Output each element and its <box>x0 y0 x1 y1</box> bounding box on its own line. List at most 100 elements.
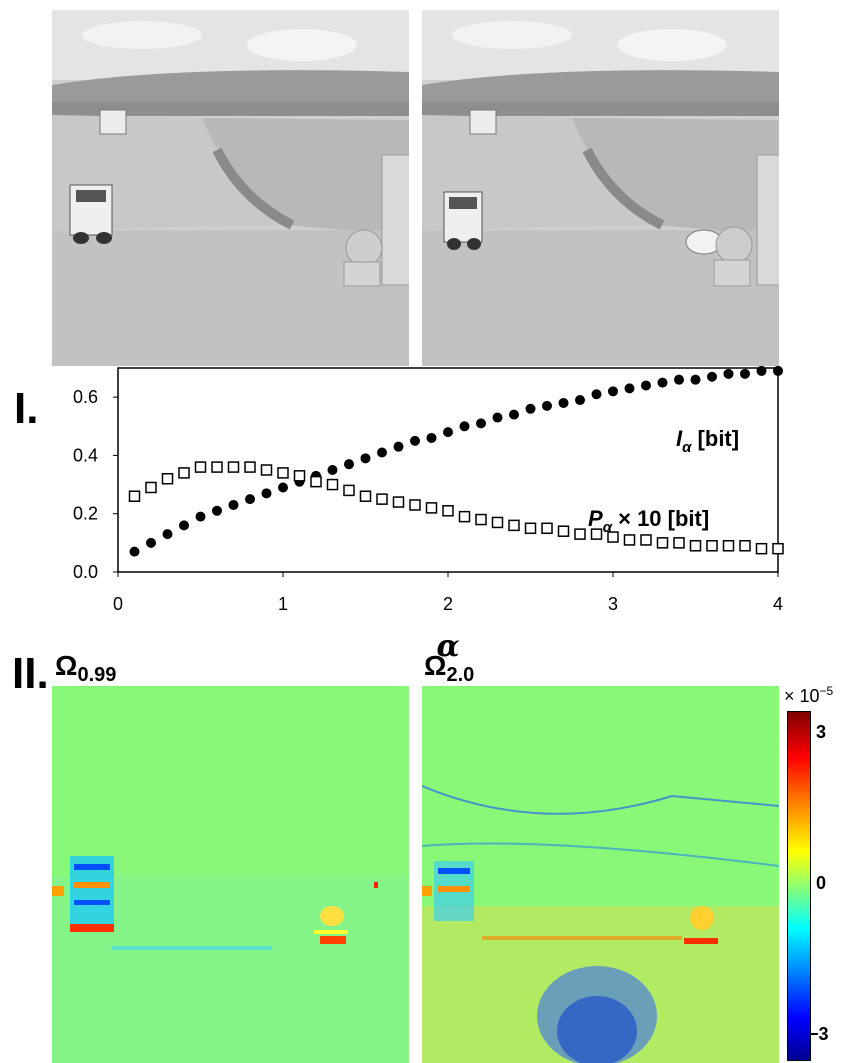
heatmap-omega-2-0 <box>422 686 779 1063</box>
p-alpha-point <box>458 510 471 523</box>
p-alpha-point <box>656 537 669 549</box>
p-alpha-point <box>755 542 768 555</box>
colorbar-tick-zero: 0 <box>816 873 827 893</box>
i-alpha-point <box>492 412 503 423</box>
p-alpha-point <box>343 484 355 497</box>
p-alpha-point <box>607 531 619 543</box>
i-alpha-point <box>756 365 767 376</box>
p-alpha-point <box>376 493 388 505</box>
colorbar <box>787 711 811 1061</box>
i-alpha-point <box>591 389 602 400</box>
i-alpha-point <box>344 459 354 470</box>
x-tick-label: 0 <box>113 594 123 614</box>
i-alpha-point <box>608 386 618 397</box>
p-alpha-point <box>640 534 652 546</box>
colorbar-tick-low: −3 <box>808 1024 829 1044</box>
i-alpha-point <box>377 447 387 458</box>
i-alpha-point <box>426 432 437 443</box>
p-alpha-point <box>623 534 636 546</box>
p-alpha-point <box>293 470 306 482</box>
i-alpha-point <box>129 546 140 557</box>
series-label-i-rest: [bit] <box>691 426 739 451</box>
p-alpha-point <box>772 542 784 555</box>
i-alpha-point <box>393 441 404 452</box>
colorbar-multiplier-text: × 10 <box>784 686 820 706</box>
series-label-i-main: I <box>676 426 683 451</box>
i-alpha-point <box>624 383 635 394</box>
i-alpha-point <box>360 453 371 464</box>
i-alpha-point <box>212 505 222 516</box>
heatmap-title-left: Ω0.99 <box>55 650 116 687</box>
colorbar-multiplier: × 10−5 <box>784 684 833 707</box>
i-alpha-point <box>476 418 486 429</box>
i-alpha-point <box>575 395 585 406</box>
colorbar-multiplier-exp: −5 <box>819 684 834 698</box>
i-alpha-point <box>690 374 701 385</box>
heatmap-title-right-main: Ω <box>424 650 447 681</box>
i-alpha-point <box>723 368 734 379</box>
y-axis-ticks: 0.0 0.2 0.4 0.6 <box>73 387 118 582</box>
y-tick-label: 0.2 <box>73 504 98 524</box>
p-alpha-point <box>392 496 405 508</box>
p-alpha-point <box>491 516 504 529</box>
i-alpha-point <box>674 374 684 385</box>
p-alpha-point <box>409 499 421 511</box>
heatmap-title-right-sub: 2.0 <box>446 664 475 686</box>
i-alpha-point <box>146 537 156 548</box>
p-alpha-point <box>541 522 553 535</box>
p-alpha-point <box>574 528 586 540</box>
y-tick-label: 0.4 <box>73 445 98 465</box>
photo-scene-left-image <box>52 10 409 366</box>
series-label-p-alpha: Pα × 10 [bit] <box>588 506 709 536</box>
heatmap-right-image <box>422 686 779 1063</box>
series-label-i-alpha: Iα [bit] <box>676 426 739 456</box>
series-label-i-sub: α <box>682 439 692 456</box>
i-alpha-point <box>740 368 750 379</box>
heatmap-title-right: Ω2.0 <box>424 650 474 687</box>
x-tick-label: 3 <box>608 594 618 614</box>
p-alpha-point <box>227 461 240 473</box>
p-alpha-point <box>425 502 438 514</box>
i-alpha-point <box>195 511 206 522</box>
heatmap-title-left-sub: 0.99 <box>77 664 117 686</box>
photo-scene-left <box>52 10 409 366</box>
i-alpha-point <box>162 529 173 540</box>
i-alpha-point <box>509 409 519 420</box>
p-alpha-point <box>161 472 174 485</box>
i-alpha-point <box>558 397 569 408</box>
panel-label-ii: II. <box>12 649 49 698</box>
p-alpha-point <box>310 475 322 488</box>
series-label-p-sub: α <box>603 519 613 536</box>
series-label-p-main: P <box>588 506 603 531</box>
colorbar-tick-high: 3 <box>816 722 827 742</box>
p-alpha-point <box>277 467 289 479</box>
p-alpha-point <box>194 461 207 473</box>
p-alpha-point <box>442 505 454 517</box>
y-tick-label: 0.6 <box>73 387 98 407</box>
p-alpha-point <box>739 540 751 552</box>
p-alpha-point <box>673 537 685 549</box>
p-alpha-point <box>145 481 157 494</box>
i-alpha-point <box>773 365 783 376</box>
i-alpha-point <box>228 499 239 510</box>
i-alpha-point <box>657 377 668 388</box>
p-alpha-point <box>359 490 372 502</box>
y-tick-label: 0.0 <box>73 562 98 582</box>
p-alpha-point <box>590 528 603 540</box>
series-marks <box>128 365 784 557</box>
p-alpha-point <box>689 540 702 552</box>
chart-root: 0.0 0.2 0.4 0.6 0 1 2 3 4 Iα [bit] Pα × 10 [bit… <box>73 365 784 660</box>
x-axis-title: α <box>436 629 459 660</box>
i-alpha-point <box>525 403 536 414</box>
i-alpha-point <box>327 465 338 475</box>
panel-label-i: I. <box>14 384 39 433</box>
heatmap-title-left-main: Ω <box>55 650 78 681</box>
p-alpha-point <box>178 467 190 479</box>
heatmap-omega-0-99 <box>52 686 409 1063</box>
p-alpha-point <box>706 540 718 552</box>
p-alpha-point <box>326 478 339 491</box>
p-alpha-point <box>211 461 223 473</box>
i-alpha-point <box>278 482 288 493</box>
i-alpha-point <box>641 380 651 391</box>
i-alpha-point <box>542 400 552 411</box>
